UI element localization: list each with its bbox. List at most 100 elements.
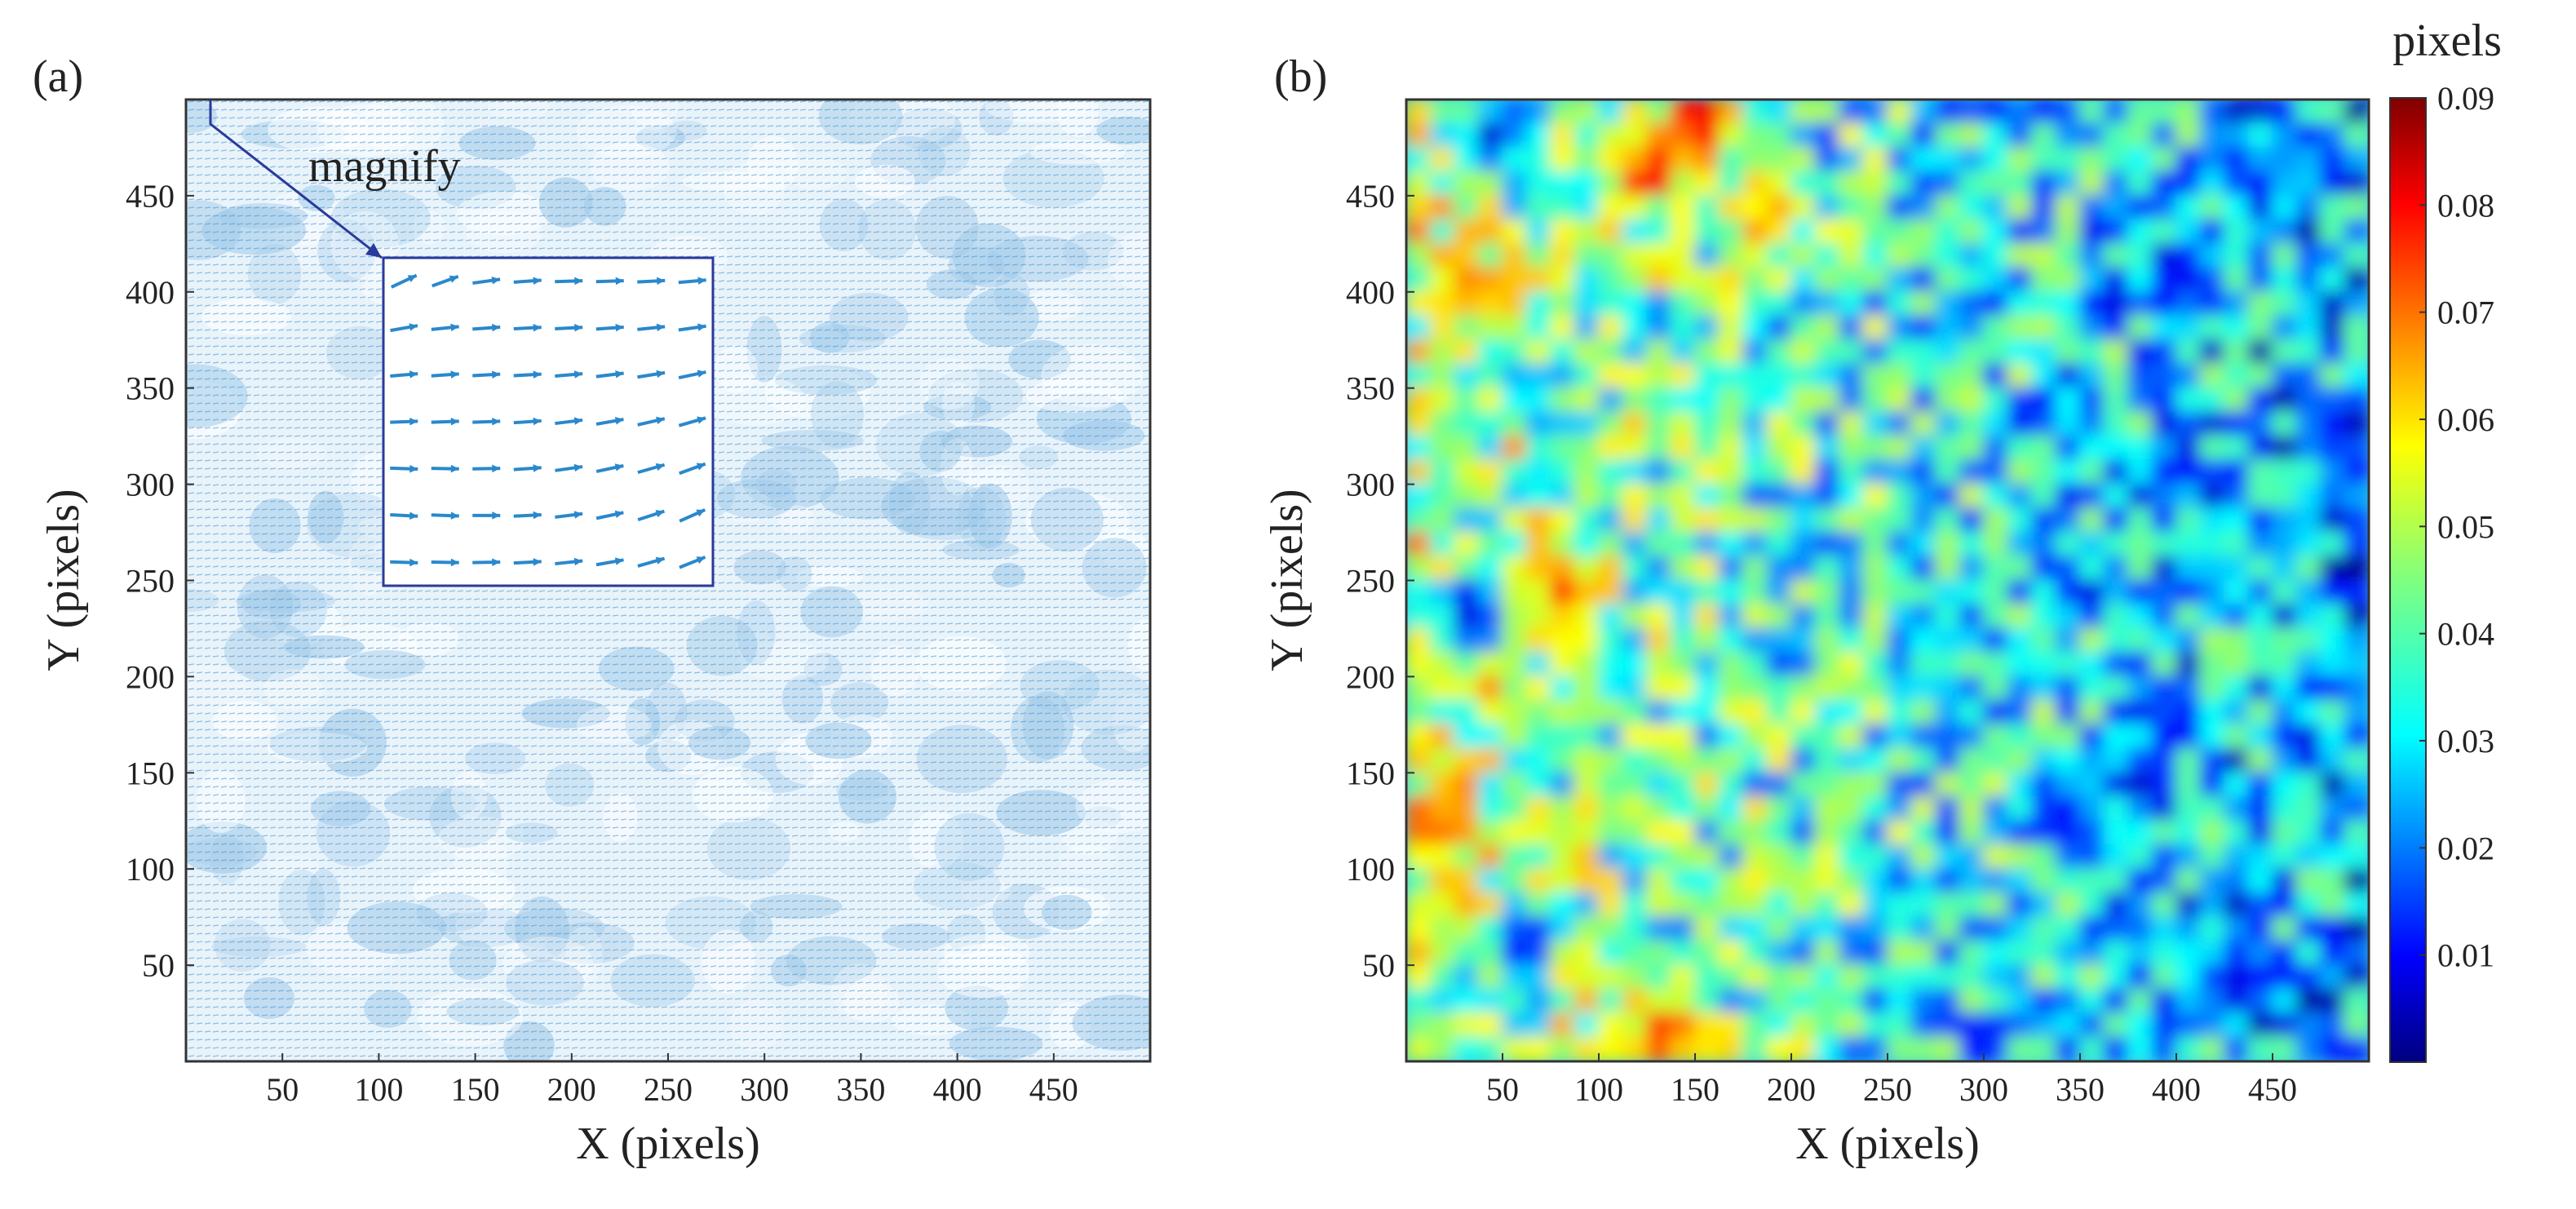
- inset-vector-arrowhead: [696, 509, 706, 517]
- contour-cell: [1814, 122, 1840, 148]
- contour-cell: [1766, 339, 1792, 365]
- contour-cell: [1983, 868, 2009, 894]
- contour-cell: [1983, 170, 2009, 197]
- contour-cell: [1477, 194, 1503, 221]
- contour-cell: [1525, 1012, 1551, 1038]
- contour-cell: [1406, 627, 1432, 653]
- contour-cell: [1550, 651, 1576, 678]
- contour-cell: [2247, 724, 2273, 750]
- contour-cell: [1454, 531, 1480, 558]
- contour-cell: [1790, 146, 1817, 173]
- inset-vector-arrowhead: [450, 512, 459, 520]
- contour-cell: [1406, 964, 1432, 990]
- contour-cell: [2247, 627, 2273, 653]
- contour-cell: [1429, 964, 1455, 990]
- contour-cell: [2175, 483, 2202, 510]
- contour-cell: [1573, 363, 1600, 389]
- contour-cell: [1550, 100, 1576, 125]
- contour-cell: [2151, 579, 2177, 605]
- contour-cell: [1477, 122, 1503, 148]
- contour-cell: [2320, 267, 2346, 293]
- contour-cell: [1694, 916, 1720, 942]
- contour-cell: [1429, 603, 1455, 630]
- contour-cell: [1718, 699, 1744, 726]
- contour-cell: [1429, 820, 1455, 846]
- contour-cell: [1598, 579, 1624, 605]
- contour-cell: [2295, 916, 2321, 942]
- contour-cell: [2103, 820, 2129, 846]
- contour-cell: [1814, 290, 1840, 317]
- contour-cell: [1718, 603, 1744, 630]
- contour-cell: [1622, 411, 1648, 437]
- contour-cell: [2127, 507, 2153, 534]
- contour-cell: [1502, 387, 1528, 414]
- contour-cell: [2199, 603, 2225, 630]
- contour-cell: [1910, 122, 1936, 148]
- contour-cell: [2055, 170, 2081, 197]
- contour-cell: [1935, 459, 1961, 485]
- contour-cell: [1983, 194, 2009, 221]
- contour-cell: [1598, 868, 1624, 894]
- contour-cell: [2224, 100, 2250, 125]
- contour-cell: [1814, 339, 1840, 365]
- contour-cell: [1477, 940, 1503, 967]
- contour-cell: [1694, 844, 1720, 870]
- contour-cell: [1814, 435, 1840, 462]
- contour-cell: [2295, 603, 2321, 630]
- contour-cell: [1935, 122, 1961, 148]
- contour-cell: [1790, 411, 1817, 437]
- contour-cell: [1790, 892, 1817, 919]
- contour-cell: [1477, 651, 1503, 678]
- contour-cell: [2103, 699, 2129, 726]
- contour-cell: [1814, 724, 1840, 750]
- contour-cell: [2031, 724, 2057, 750]
- contour-cell: [1766, 411, 1792, 437]
- contour-cell: [1429, 579, 1455, 605]
- contour-cell: [2175, 290, 2202, 317]
- inset-vector-arrowhead: [573, 463, 583, 472]
- contour-cell: [2031, 146, 2057, 173]
- contour-cell: [2272, 627, 2298, 653]
- contour-cell: [1959, 747, 1985, 774]
- contour-cell: [2127, 170, 2153, 197]
- contour-cell: [2199, 267, 2225, 293]
- contour-cell: [1790, 194, 1817, 221]
- contour-cell: [1550, 724, 1576, 750]
- contour-cell: [1742, 483, 1768, 510]
- contour-cell: [1887, 1012, 1913, 1038]
- contour-cell: [2055, 194, 2081, 221]
- contour-cell: [1502, 724, 1528, 750]
- contour-cell: [2320, 964, 2346, 990]
- contour-cell: [2295, 387, 2321, 414]
- inset-vector-arrowhead: [492, 558, 501, 566]
- contour-cell: [1454, 315, 1480, 341]
- inset-vector-arrowhead: [697, 416, 706, 424]
- contour-cell: [1839, 531, 1865, 558]
- contour-cell: [1887, 435, 1913, 462]
- contour-cell: [1983, 363, 2009, 389]
- contour-cell: [2127, 627, 2153, 653]
- contour-cell: [1766, 627, 1792, 653]
- contour-cell: [1983, 724, 2009, 750]
- contour-cell: [1814, 747, 1840, 774]
- contour-cell: [1406, 507, 1432, 534]
- contour-cell: [1502, 339, 1528, 365]
- contour-cell: [1598, 363, 1624, 389]
- contour-cell: [1429, 267, 1455, 293]
- contour-cell: [1959, 100, 1985, 125]
- contour-cell: [1550, 122, 1576, 148]
- contour-cell: [2055, 531, 2081, 558]
- contour-cell: [2175, 556, 2202, 582]
- contour-cell: [1742, 387, 1768, 414]
- contour-cell: [1622, 651, 1648, 678]
- contour-cell: [2079, 531, 2105, 558]
- contour-cell: [1477, 579, 1503, 605]
- contour-cell: [2320, 844, 2346, 870]
- contour-cell: [1694, 170, 1720, 197]
- contour-cell: [1862, 290, 1888, 317]
- contour-cell: [1550, 1012, 1576, 1038]
- contour-cell: [1718, 290, 1744, 317]
- contour-cell: [2224, 1036, 2250, 1061]
- contour-cell: [1887, 483, 1913, 510]
- contour-cell: [2175, 242, 2202, 269]
